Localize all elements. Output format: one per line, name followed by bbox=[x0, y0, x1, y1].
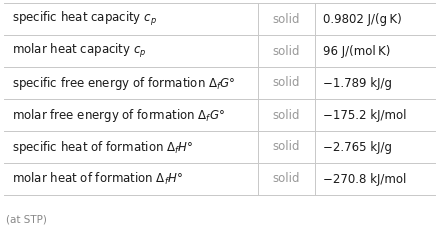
Text: molar free energy of formation $\Delta_f G°$: molar free energy of formation $\Delta_f… bbox=[12, 107, 225, 124]
Text: specific free energy of formation $\Delta_f G°$: specific free energy of formation $\Delt… bbox=[12, 75, 235, 92]
Text: −1.789 kJ/g: −1.789 kJ/g bbox=[322, 76, 391, 89]
Text: specific heat capacity $c_p$: specific heat capacity $c_p$ bbox=[12, 10, 157, 28]
Text: solid: solid bbox=[272, 109, 300, 121]
Text: −2.765 kJ/g: −2.765 kJ/g bbox=[322, 141, 391, 153]
Text: −270.8 kJ/mol: −270.8 kJ/mol bbox=[322, 173, 406, 185]
Text: −175.2 kJ/mol: −175.2 kJ/mol bbox=[322, 109, 406, 121]
Text: molar heat of formation $\Delta_f H°$: molar heat of formation $\Delta_f H°$ bbox=[12, 171, 183, 187]
Text: molar heat capacity $c_p$: molar heat capacity $c_p$ bbox=[12, 42, 146, 60]
Text: 0.9802 J/(g K): 0.9802 J/(g K) bbox=[322, 12, 401, 26]
Text: solid: solid bbox=[272, 141, 300, 153]
Text: (at STP): (at STP) bbox=[6, 215, 47, 225]
Text: solid: solid bbox=[272, 76, 300, 89]
Text: solid: solid bbox=[272, 173, 300, 185]
Text: 96 J/(mol K): 96 J/(mol K) bbox=[322, 44, 389, 58]
Text: specific heat of formation $\Delta_f H°$: specific heat of formation $\Delta_f H°$ bbox=[12, 138, 193, 156]
Text: solid: solid bbox=[272, 44, 300, 58]
Text: solid: solid bbox=[272, 12, 300, 26]
